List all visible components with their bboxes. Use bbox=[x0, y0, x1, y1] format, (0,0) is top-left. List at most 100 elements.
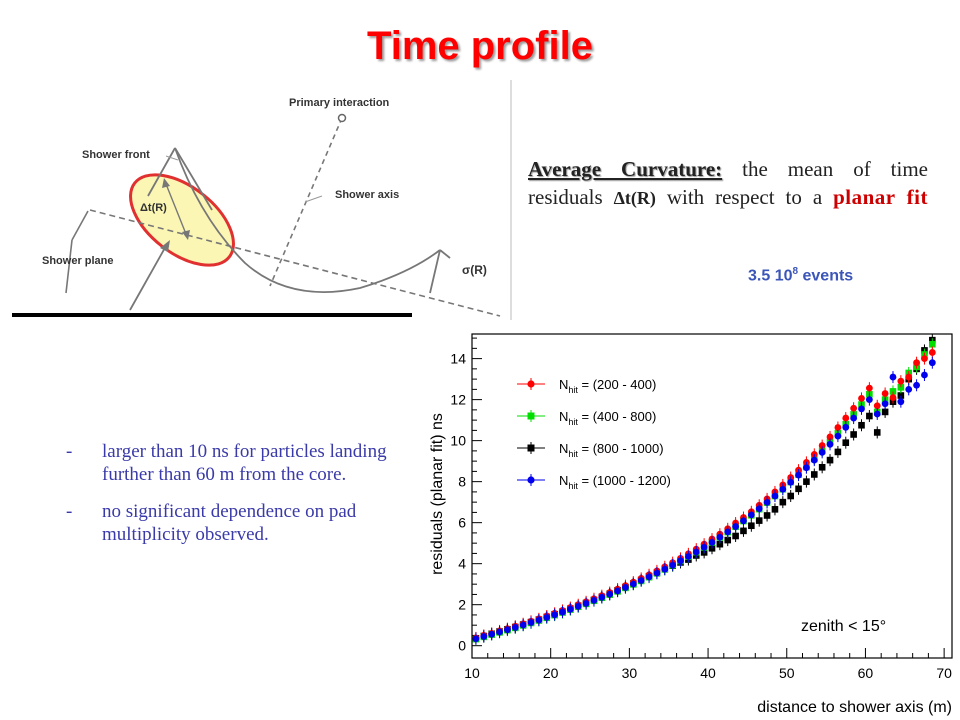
x-tick-label: 10 bbox=[464, 665, 480, 681]
legend-label: Nhit = (1000 - 1200) bbox=[559, 473, 671, 491]
finding-item: - larger than 10 ns for particles landing… bbox=[66, 441, 387, 485]
finding-item: - no significant dependence on pad multip… bbox=[66, 501, 357, 545]
data-point bbox=[551, 611, 559, 619]
y-tick-label: 0 bbox=[458, 638, 466, 654]
y-tick-label: 4 bbox=[458, 556, 466, 572]
data-point bbox=[740, 527, 747, 535]
data-point bbox=[803, 478, 810, 485]
data-point bbox=[873, 402, 881, 410]
events-exponent: 8 bbox=[792, 266, 799, 277]
section-divider bbox=[12, 313, 412, 317]
data-point bbox=[755, 517, 763, 524]
data-point bbox=[834, 424, 842, 431]
data-point bbox=[842, 439, 850, 446]
y-tick-label: 6 bbox=[458, 515, 466, 531]
data-point bbox=[763, 512, 771, 519]
finding-text: no significant dependence on pad multipl… bbox=[102, 501, 357, 545]
legend-label: Nhit = (800 - 1000) bbox=[559, 441, 664, 459]
data-point bbox=[921, 371, 928, 379]
data-point bbox=[850, 431, 857, 438]
y-tick-label: 2 bbox=[458, 597, 466, 613]
y-tick-label: 14 bbox=[450, 351, 466, 367]
data-point bbox=[771, 492, 779, 500]
x-axis-label: distance to shower axis (m) bbox=[757, 699, 952, 716]
x-tick-label: 20 bbox=[543, 665, 559, 681]
label-shower-front: Shower front bbox=[82, 149, 150, 161]
data-point bbox=[748, 522, 755, 530]
curvature-text-1: the mean of time residuals bbox=[528, 157, 928, 209]
data-point bbox=[865, 396, 873, 404]
data-point bbox=[732, 523, 740, 530]
curvature-description: Average Curvature: the mean of time resi… bbox=[528, 155, 928, 212]
events-count: 3.5 108 events bbox=[748, 266, 853, 285]
data-point bbox=[763, 498, 771, 506]
data-point bbox=[866, 412, 873, 420]
data-point bbox=[574, 602, 582, 610]
data-point bbox=[795, 485, 802, 493]
data-point bbox=[661, 565, 669, 573]
data-point bbox=[629, 580, 637, 588]
data-point bbox=[858, 394, 865, 402]
data-point bbox=[897, 384, 905, 391]
data-point bbox=[716, 533, 724, 541]
data-point bbox=[677, 557, 684, 565]
data-point bbox=[818, 463, 826, 471]
x-tick-label: 30 bbox=[622, 665, 638, 681]
data-point bbox=[889, 388, 897, 395]
shower-geometry-diagram: Primary interaction Shower front Shower … bbox=[42, 80, 512, 320]
data-point bbox=[504, 626, 511, 634]
data-point bbox=[606, 590, 614, 598]
data-point bbox=[496, 628, 503, 636]
plot-frame bbox=[471, 333, 953, 659]
x-tick-label: 70 bbox=[936, 665, 952, 681]
data-point bbox=[590, 596, 598, 604]
data-point bbox=[598, 593, 606, 601]
curvature-text-2: with respect to a bbox=[655, 185, 834, 209]
data-point bbox=[905, 385, 913, 393]
data-point bbox=[747, 511, 755, 519]
data-point bbox=[566, 605, 574, 613]
label-sigma: σ(R) bbox=[462, 263, 487, 277]
data-point bbox=[645, 573, 653, 581]
data-point bbox=[480, 633, 488, 640]
data-point bbox=[850, 414, 858, 422]
data-point bbox=[559, 608, 566, 616]
data-point bbox=[669, 561, 677, 569]
legend-marker bbox=[527, 476, 535, 484]
data-point bbox=[787, 492, 794, 500]
data-point bbox=[881, 390, 889, 397]
legend-marker bbox=[527, 380, 535, 388]
page-title: Time profile bbox=[367, 24, 593, 68]
data-point bbox=[850, 404, 858, 412]
data-point bbox=[724, 528, 732, 536]
data-point bbox=[881, 400, 889, 408]
data-point bbox=[724, 536, 732, 544]
label-shower-plane: Shower plane bbox=[42, 255, 114, 267]
data-point bbox=[818, 448, 826, 456]
data-point bbox=[826, 456, 834, 464]
data-point bbox=[818, 442, 826, 449]
y-tick-label: 8 bbox=[458, 474, 466, 490]
data-point bbox=[834, 448, 842, 456]
data-point bbox=[873, 410, 881, 418]
data-point bbox=[826, 433, 834, 441]
data-point bbox=[511, 624, 519, 631]
data-point bbox=[622, 584, 629, 591]
data-point bbox=[472, 635, 480, 643]
data-point bbox=[716, 540, 724, 548]
y-tick-label: 10 bbox=[450, 433, 466, 449]
data-point bbox=[795, 471, 802, 479]
legend-label: Nhit = (200 - 400) bbox=[559, 377, 656, 395]
data-point bbox=[582, 600, 590, 607]
events-prefix: 3.5 10 bbox=[748, 267, 793, 285]
data-point bbox=[771, 506, 779, 513]
label-shower-axis: Shower axis bbox=[335, 189, 399, 201]
y-axis-label: residuals (planar fit) ns bbox=[429, 413, 446, 575]
zenith-annotation: zenith < 15° bbox=[801, 618, 886, 635]
y-tick-label: 12 bbox=[450, 392, 466, 408]
data-point bbox=[637, 577, 645, 584]
data-point bbox=[929, 340, 936, 348]
data-point bbox=[889, 394, 897, 401]
data-point bbox=[905, 373, 913, 381]
curvature-delta: Δt(R) bbox=[613, 188, 656, 208]
